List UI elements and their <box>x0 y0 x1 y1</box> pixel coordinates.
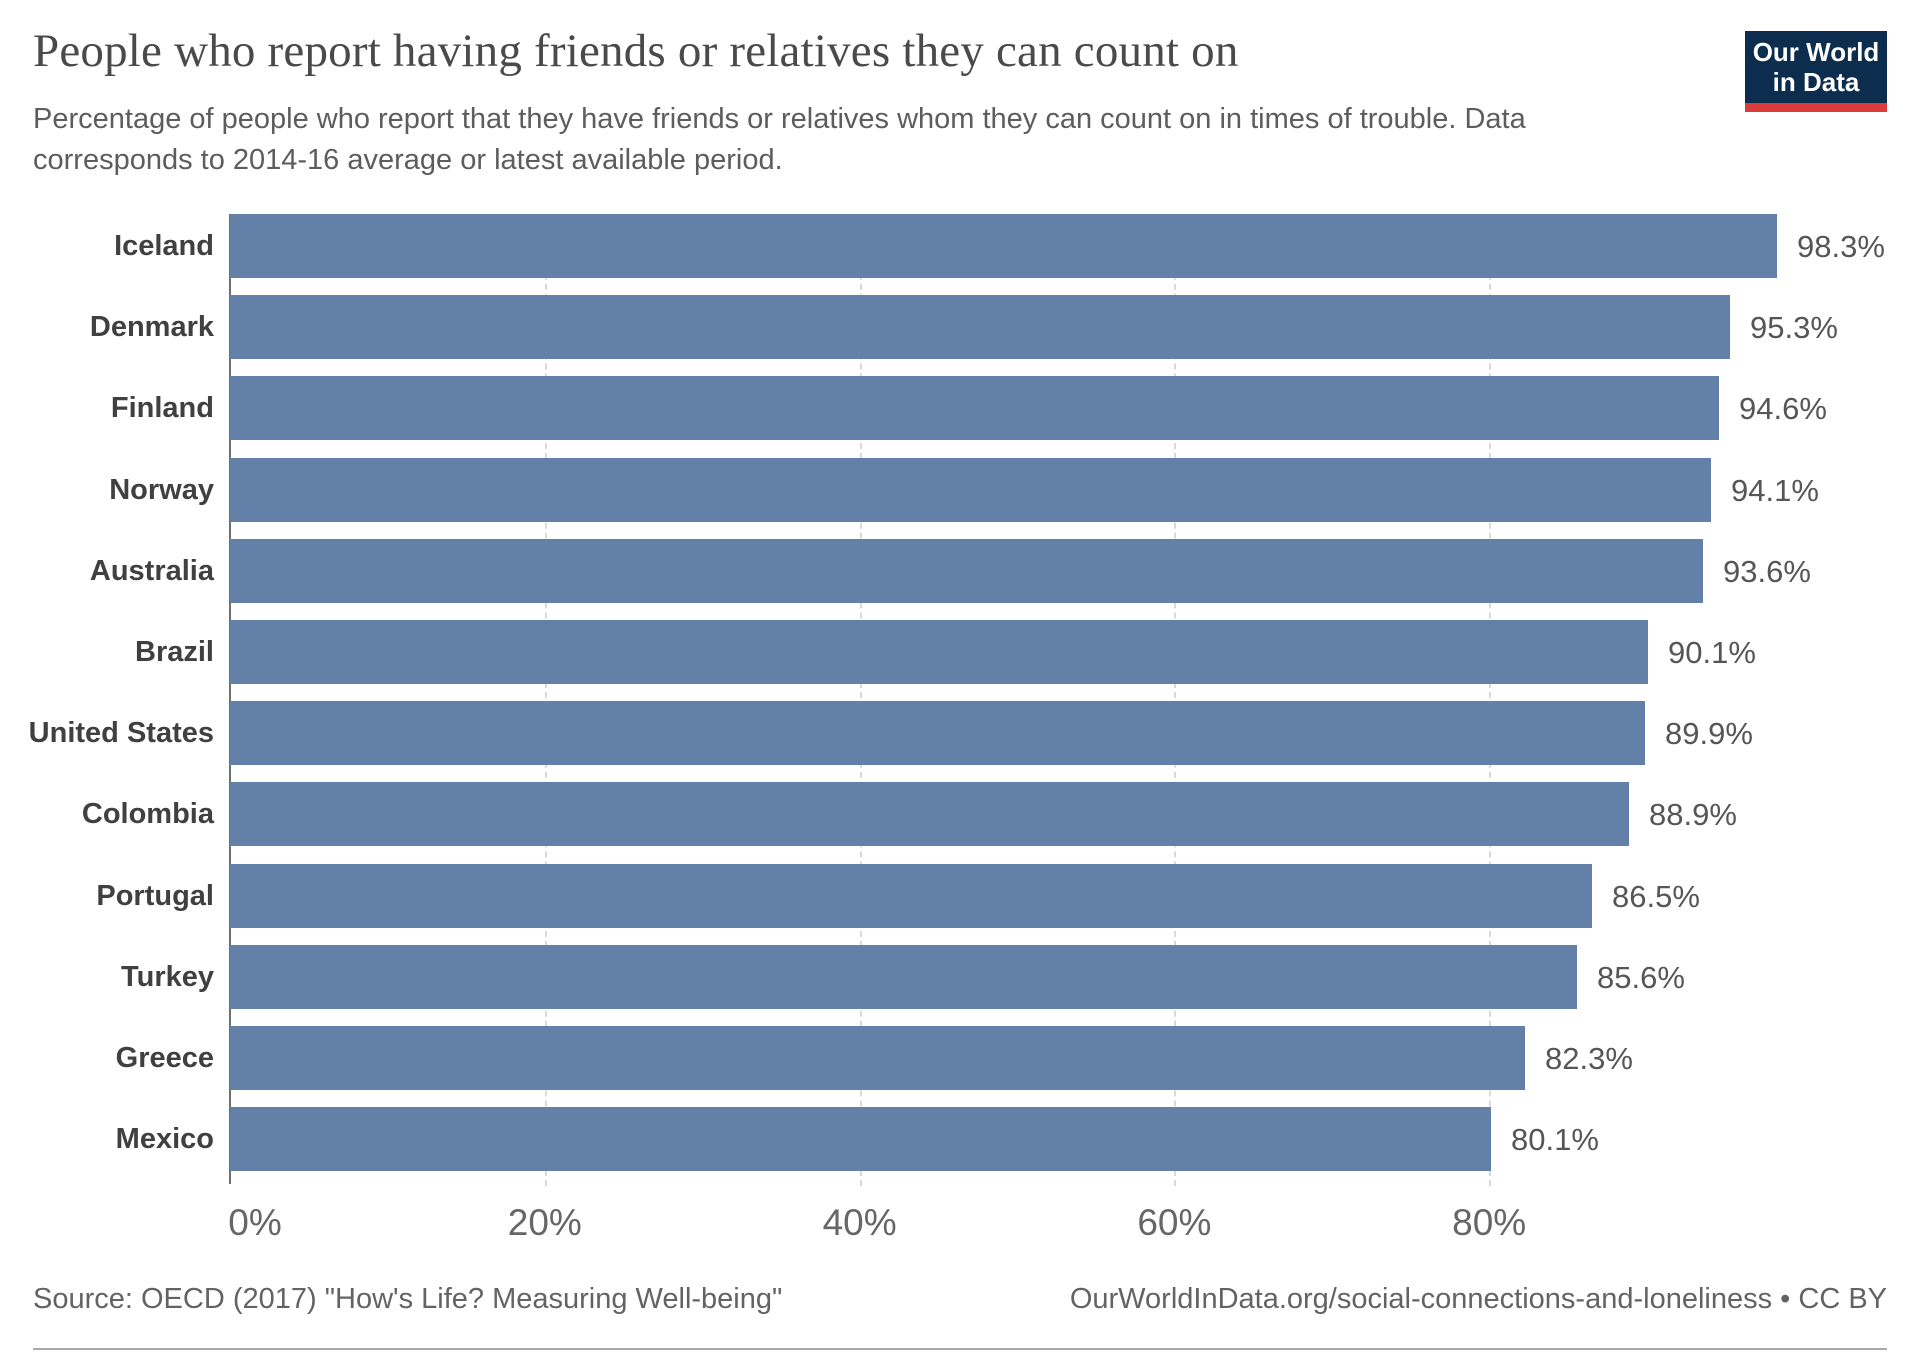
chart-title: People who report having friends or rela… <box>33 25 1239 77</box>
gridline-80pct <box>1489 214 1492 1186</box>
country-label: Turkey <box>121 961 214 993</box>
bar-finland <box>230 376 1719 440</box>
country-label: Portugal <box>96 880 214 912</box>
country-label: United States <box>28 717 214 749</box>
country-label: Colombia <box>81 798 214 830</box>
value-label: 82.3% <box>1545 1041 1633 1076</box>
bar-norway <box>230 458 1711 522</box>
x-tick-label: 20% <box>507 1202 582 1243</box>
value-label: 90.1% <box>1668 635 1756 670</box>
gridline-40pct <box>859 214 862 1186</box>
value-label: 94.1% <box>1731 473 1819 508</box>
value-label: 86.5% <box>1612 879 1700 914</box>
bar-colombia <box>230 782 1629 846</box>
bar-brazil <box>230 620 1648 684</box>
country-label: Finland <box>110 392 214 424</box>
bar-mexico <box>230 1107 1491 1171</box>
x-tick-label: 0% <box>228 1202 282 1243</box>
bar-australia <box>230 539 1703 603</box>
bar-iceland <box>230 214 1777 278</box>
owid-logo: Our World in Data <box>1745 31 1887 112</box>
value-label: 85.6% <box>1597 960 1685 995</box>
bar-united-states <box>230 701 1645 765</box>
country-label: Mexico <box>115 1123 214 1155</box>
owid-url-link[interactable]: OurWorldInData.org/social-connections-an… <box>1069 1283 1887 1315</box>
country-label: Australia <box>89 555 214 587</box>
x-tick-label: 40% <box>822 1202 897 1243</box>
bar-greece <box>230 1026 1525 1090</box>
gridline-60pct <box>1174 214 1177 1186</box>
owid-logo-line1: Our World <box>1752 37 1880 67</box>
x-tick-label: 60% <box>1137 1202 1212 1243</box>
bar-denmark <box>230 295 1730 359</box>
value-label: 80.1% <box>1511 1122 1599 1157</box>
value-label: 88.9% <box>1649 797 1737 832</box>
chart-subtitle-line1: Percentage of people who report that the… <box>33 103 1526 135</box>
country-label: Brazil <box>135 636 214 668</box>
owid-logo-line2: in Data <box>1772 67 1860 97</box>
value-label: 95.3% <box>1750 310 1838 345</box>
value-label: 93.6% <box>1723 554 1811 589</box>
value-label: 98.3% <box>1797 229 1885 264</box>
bar-turkey <box>230 945 1577 1009</box>
gridline-20pct <box>544 214 547 1186</box>
source-note: Source: OECD (2017) "How's Life? Measuri… <box>33 1283 783 1315</box>
country-label: Norway <box>109 474 214 506</box>
country-label: Iceland <box>114 230 214 262</box>
country-label: Denmark <box>89 311 214 343</box>
country-label: Greece <box>115 1042 214 1074</box>
bar-portugal <box>230 864 1592 928</box>
chart-subtitle-line2: corresponds to 2014-16 average or latest… <box>33 144 783 176</box>
value-label: 89.9% <box>1665 716 1753 751</box>
y-axis-line <box>229 214 231 1184</box>
value-label: 94.6% <box>1739 391 1827 426</box>
bottom-divider <box>33 1348 1887 1350</box>
chart-subtitle: Percentage of people who report that the… <box>33 99 1793 181</box>
x-tick-label: 80% <box>1452 1202 1527 1243</box>
